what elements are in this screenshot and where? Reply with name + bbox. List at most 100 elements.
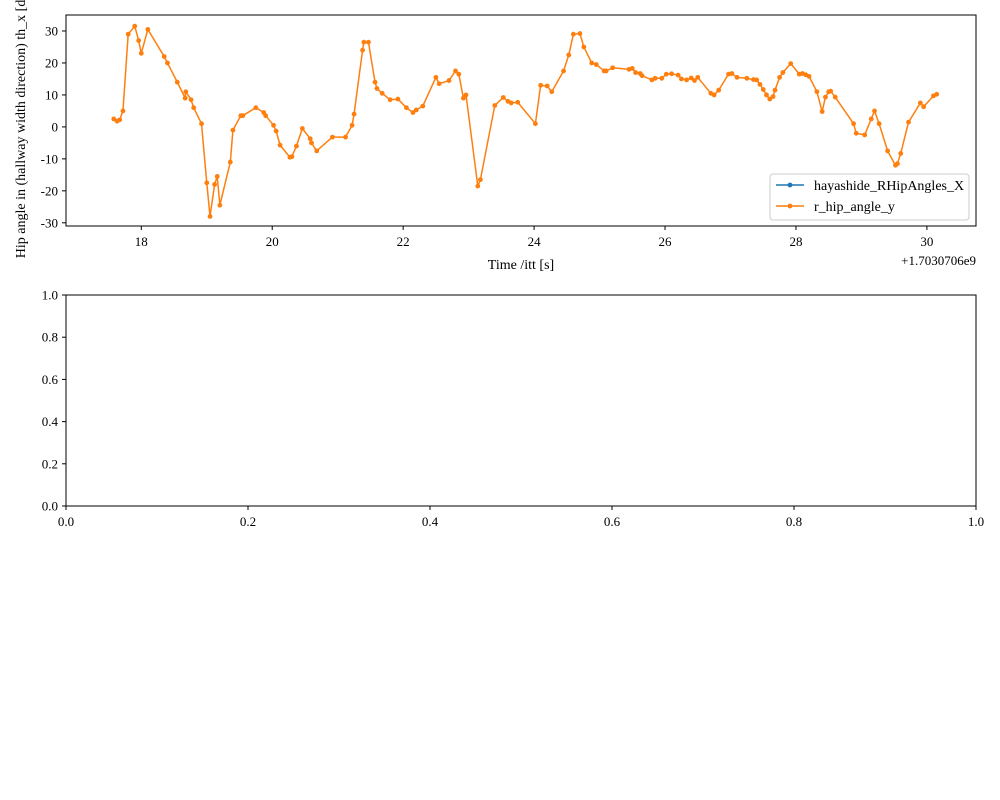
data-point [299, 126, 305, 131]
data-point [885, 148, 891, 154]
data-point [240, 113, 246, 119]
data-point [767, 96, 773, 102]
data-point [294, 143, 299, 149]
data-point [360, 47, 365, 53]
data-point [770, 94, 776, 99]
data-point [410, 110, 416, 115]
data-point [917, 100, 923, 106]
top-x-tick-label: 28 [789, 234, 802, 249]
data-point [289, 154, 295, 160]
data-point [387, 97, 393, 103]
top-x-tick-label: 24 [528, 234, 542, 249]
data-point [898, 151, 904, 156]
data-point [230, 127, 236, 133]
data-point [876, 121, 882, 127]
data-point [711, 92, 717, 98]
bottom-y-axis: 0.0 0.2 0.4 0.6 0.8 1.0 [42, 288, 66, 514]
data-point [695, 74, 701, 80]
data-point [271, 122, 276, 128]
data-point [570, 31, 576, 37]
data-point [851, 121, 856, 127]
data-point [492, 103, 498, 108]
data-point [515, 99, 521, 105]
legend-marker-r_hip_angle_y [787, 203, 793, 209]
data-point [475, 183, 481, 189]
top-x-axis-label: Time /itt [s] [488, 258, 554, 273]
data-point [117, 117, 123, 123]
top-y-axis: -30 -20 -10 0 10 20 30 [41, 23, 66, 230]
top-y-tick-label: 0 [52, 119, 59, 134]
data-point [633, 70, 638, 75]
top-y-tick-label: 20 [45, 55, 58, 70]
top-x-tick-label: 26 [659, 234, 673, 249]
data-point [544, 83, 550, 89]
data-point [639, 73, 645, 79]
data-point [174, 79, 180, 85]
top-x-axis: 18 20 22 24 26 28 30 [135, 226, 933, 249]
data-point [404, 105, 409, 111]
top-y-tick-label: 10 [45, 87, 58, 102]
data-point [204, 180, 210, 186]
top-plot-frame [65, 14, 977, 227]
data-point [561, 68, 566, 74]
data-point [716, 87, 722, 93]
data-point [814, 89, 820, 95]
data-point [566, 52, 572, 58]
top-x-tick-label: 30 [920, 234, 933, 249]
data-point [460, 95, 466, 101]
data-point [819, 109, 825, 114]
data-point [610, 65, 616, 71]
data-point [463, 92, 469, 98]
data-point [366, 39, 371, 45]
bottom-y-tick-label: 0.2 [42, 456, 58, 471]
data-point [253, 105, 259, 111]
data-point [669, 71, 674, 77]
data-point [188, 97, 194, 103]
legend-marker-hayashide_RHipAngles_X [787, 182, 793, 188]
data-point [868, 116, 874, 122]
data-point [136, 38, 142, 43]
data-point [343, 134, 348, 140]
data-point [538, 82, 544, 88]
data-point [764, 92, 769, 98]
bottom-y-tick-label: 1.0 [42, 288, 58, 303]
data-point [772, 87, 778, 93]
data-point [330, 134, 335, 140]
data-point [361, 39, 367, 45]
data-point [420, 103, 426, 109]
data-point [684, 77, 690, 83]
bottom-x-tick-label: 0.4 [422, 514, 439, 529]
data-point [500, 95, 506, 100]
data-point [589, 60, 595, 66]
data-point [217, 202, 223, 208]
data-point [273, 128, 279, 134]
data-point [214, 174, 220, 179]
data-point [191, 105, 197, 111]
data-point [436, 81, 442, 87]
data-point [212, 182, 218, 187]
data-point [277, 142, 283, 148]
top-y-tick-label: -20 [41, 183, 58, 198]
data-point [780, 70, 786, 75]
data-point [729, 71, 735, 76]
data-point [182, 95, 188, 101]
bottom-chart: 0.0 0.2 0.4 0.6 0.8 1.0 0.0 0.2 0.4 0.6 0.8 1.0 [42, 288, 984, 530]
data-point [453, 68, 458, 74]
legend-label: r_hip_angle_y [814, 200, 895, 215]
data-point [183, 89, 189, 95]
data-point [872, 108, 877, 114]
data-point [777, 74, 782, 80]
bottom-plot-frame [65, 294, 977, 507]
bottom-y-tick-label: 0.0 [42, 499, 58, 514]
data-point [734, 74, 740, 80]
data-point [263, 113, 269, 119]
data-point [828, 88, 834, 94]
data-point [934, 91, 940, 97]
data-point [478, 177, 483, 183]
data-point [351, 111, 357, 117]
data-point [132, 23, 138, 29]
data-point [120, 108, 126, 114]
data-point [921, 104, 927, 110]
bottom-y-tick-label: 0.6 [42, 372, 59, 387]
